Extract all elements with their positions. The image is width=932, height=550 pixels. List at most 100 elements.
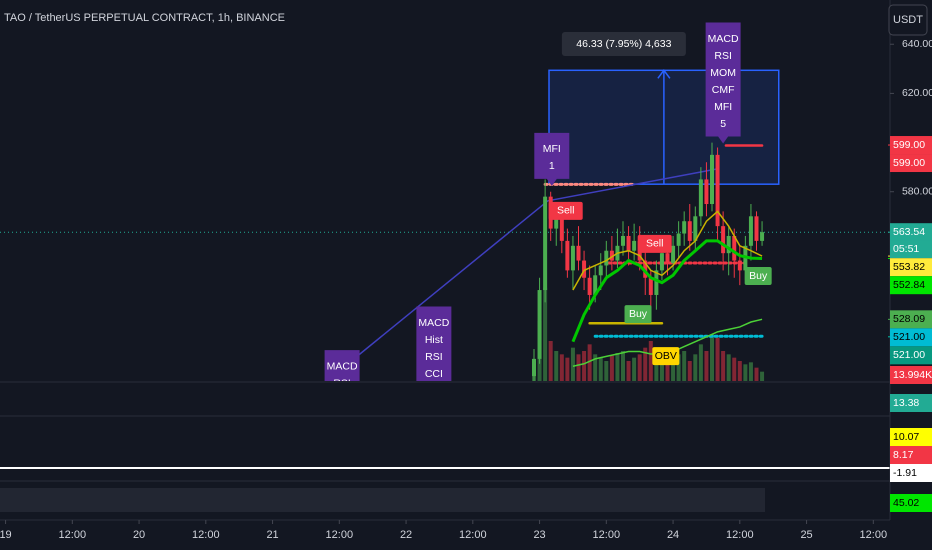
volume-bar [704,351,709,381]
flag-text: CMF [712,84,735,96]
signal-box [548,201,583,220]
candle-body [698,179,703,217]
volume-bar [554,351,559,381]
x-tick-label: 12:00 [726,529,754,541]
volume-bar [626,361,631,381]
signal-box [744,267,772,286]
price-tag: 528.09 [893,313,925,325]
candle-body [671,245,676,264]
volume-bar [721,351,726,381]
candle-body [648,277,653,295]
candle-body [693,216,698,241]
candle-body [532,358,536,377]
volume-bar [559,354,564,381]
band [0,488,765,512]
volume-bar [637,354,642,381]
candle-body [760,232,765,241]
price-tag: 521.00 [893,331,925,343]
candle-body [554,216,559,229]
countdown-box [890,240,932,259]
measure-label: 46.33 (7.95%) 4,633 [576,38,671,50]
trendline [344,167,719,367]
volume-bar [676,354,681,381]
candle-body [687,221,692,241]
volume-bar [665,361,670,381]
candle-body [710,154,714,205]
price-tag-box [890,310,932,329]
signal-box [637,234,672,253]
x-tick-label: 19 [0,529,12,541]
volume-bar [632,357,637,381]
x-tick-label: 25 [800,529,812,541]
volume-bar [715,337,720,381]
volume-bar [671,357,676,381]
signal-label: Buy [749,270,768,282]
volume-bar [654,351,659,381]
volume-bar [648,341,653,381]
candle-body [609,250,614,261]
price-tag-box [890,223,932,242]
price-tag: 552.84 [893,279,925,291]
price-tag-box [890,346,932,365]
volume-bar [659,355,664,381]
x-tick-label: 24 [667,529,679,541]
pane-tag-box [890,494,932,512]
pane-tag: 13.38 [893,397,919,409]
candle-body [621,235,625,246]
price-tag-box [890,136,932,155]
signal-label: Sell [557,205,575,217]
chart-title: TAO / TetherUS PERPETUAL CONTRACT, 1h, B… [4,12,285,24]
candle-body [643,260,648,278]
volume-bar [748,362,753,381]
volume-bar [693,354,698,381]
x-tick-label: 22 [400,529,412,541]
candle-body [582,260,587,278]
volume-bar [604,361,609,381]
flag-text: MACD [418,317,449,329]
candle-body [570,245,575,271]
indicator-panes [0,381,932,521]
x-tick-label: 23 [533,529,545,541]
price-tag: 553.82 [893,261,925,273]
price-tag: 599.00 [893,139,925,151]
flag [705,22,741,144]
measure-label-box [561,32,686,56]
volume-bar [732,357,737,381]
volume-bar [760,371,765,381]
price-tag-box [890,154,932,173]
flag [416,306,452,381]
candle-body [626,235,631,251]
volume-bar [548,341,553,381]
x-tick-label: 12:00 [192,529,220,541]
candle-body [598,265,603,276]
currency-button[interactable] [888,4,928,36]
signal-label: OBV [655,350,677,362]
candle-body [704,179,709,205]
candle-body [593,275,598,295]
candle-body [737,260,742,271]
price-tag: 599.00 [893,157,925,169]
flag-text: Hist [425,334,443,346]
candle-body [576,245,581,261]
candle-body [721,226,726,254]
flag [324,350,360,381]
volume-bar [710,334,714,381]
price-tag-box [890,328,932,347]
x-tick-label: 21 [266,529,278,541]
candle-body [604,250,609,266]
volume-bar [643,347,648,381]
candle-body [632,240,637,251]
countdown: 05:51 [893,243,919,255]
pane-tag: 10.07 [893,431,919,443]
currency[interactable]: USDT [893,14,923,26]
volume-bar [582,351,587,381]
pane-tag-box [890,428,932,446]
volume-bar [682,351,687,381]
flag [534,132,570,186]
pane-tag-box [890,394,932,412]
candle-body [732,235,737,261]
volume-bar [687,361,692,381]
pane-tag: -1.91 [893,467,917,479]
flag-text: MFI [714,101,732,113]
